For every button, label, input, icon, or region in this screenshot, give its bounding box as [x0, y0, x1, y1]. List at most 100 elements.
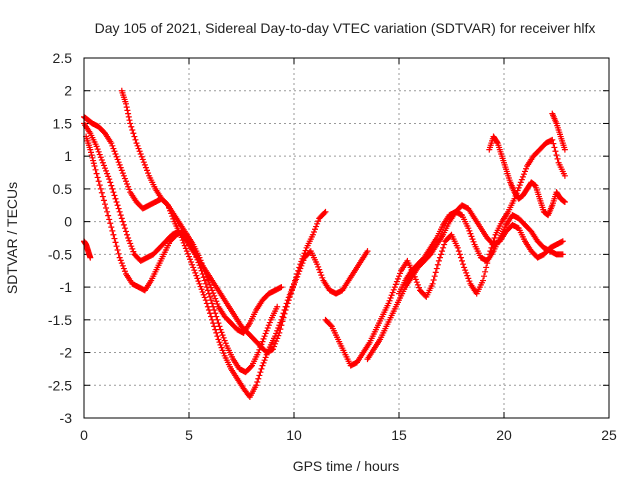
data-point: [111, 148, 118, 155]
data-point: [198, 286, 205, 293]
data-point: [217, 341, 224, 348]
data-point: [412, 276, 419, 283]
data-point: [126, 237, 133, 244]
data-point: [260, 359, 267, 366]
data-point: [96, 182, 103, 189]
y-tick-label: -2.5: [48, 377, 72, 393]
data-point: [96, 151, 103, 158]
grid: [84, 58, 609, 418]
data-point: [105, 173, 112, 180]
data-point: [112, 151, 119, 157]
data-point: [123, 104, 130, 111]
data-point: [117, 164, 124, 171]
data-point: [125, 235, 132, 241]
data-point: [118, 215, 125, 222]
data-point: [95, 178, 102, 185]
data-point: [124, 107, 131, 114]
data-point: [315, 218, 322, 225]
data-point: [309, 231, 316, 238]
data-point: [454, 244, 461, 251]
data-point: [214, 333, 221, 340]
data-point: [199, 289, 206, 295]
data-series: [549, 110, 568, 153]
data-point: [202, 297, 209, 304]
data-point: [212, 326, 219, 333]
data-point: [121, 175, 128, 182]
data-point: [137, 151, 144, 157]
data-point: [255, 375, 262, 382]
data-point: [88, 149, 94, 156]
data-point: [119, 218, 126, 225]
data-point: [193, 254, 200, 261]
data-point: [99, 193, 106, 200]
data-point: [130, 130, 137, 137]
data-point: [281, 310, 288, 317]
x-tick-label: 15: [391, 427, 407, 443]
data-point: [263, 327, 270, 334]
data-point: [260, 335, 267, 342]
data-point: [319, 274, 326, 281]
data-point: [286, 293, 293, 300]
data-point: [120, 221, 127, 228]
data-point: [88, 152, 95, 159]
data-point: [129, 245, 136, 252]
data-point: [284, 300, 291, 307]
data-point: [430, 277, 437, 283]
y-tick-label: 2: [64, 83, 72, 99]
data-point: [145, 170, 152, 177]
data-point: [469, 236, 476, 243]
data-point: [184, 250, 191, 257]
data-point: [483, 264, 490, 271]
data-point: [203, 300, 210, 307]
data-point: [105, 212, 112, 219]
data-point: [110, 145, 117, 152]
data-point: [553, 152, 560, 159]
data-point: [108, 224, 115, 231]
data-point: [518, 176, 525, 183]
data-point: [125, 183, 132, 190]
data-series: [81, 238, 94, 261]
data-point: [302, 247, 309, 254]
data-point: [189, 261, 196, 268]
data-point: [390, 286, 397, 293]
y-tick-label: -2: [60, 345, 73, 361]
data-point: [124, 181, 131, 187]
data-point: [316, 266, 323, 273]
data-point: [192, 251, 199, 258]
data-point: [140, 159, 147, 166]
data-point: [114, 202, 121, 209]
data-point: [131, 133, 138, 140]
data-point: [456, 251, 463, 258]
data-point: [289, 284, 296, 291]
plot-frame: [83, 57, 610, 419]
data-point: [123, 100, 129, 107]
x-axis-label: GPS time / hours: [293, 458, 400, 474]
y-tick-label: -0.5: [48, 246, 72, 262]
data-point: [285, 297, 292, 304]
data-point: [432, 269, 439, 276]
data-point: [125, 113, 132, 120]
data-point: [213, 329, 220, 336]
data-point: [519, 173, 526, 180]
data-point: [522, 168, 528, 175]
data-point: [314, 261, 321, 268]
data-point: [413, 279, 420, 286]
data-point: [196, 262, 203, 269]
data-point: [298, 262, 305, 269]
data-series: [118, 87, 285, 336]
data-point: [183, 248, 190, 255]
data-point: [205, 279, 212, 286]
data-point: [141, 161, 148, 168]
data-point: [110, 189, 117, 196]
data-point: [216, 339, 223, 346]
data-point: [192, 269, 199, 276]
data-point: [91, 163, 98, 169]
data-points: [81, 87, 568, 401]
data-point: [204, 303, 211, 310]
data-point: [482, 268, 489, 275]
data-point: [218, 344, 225, 351]
data-point: [219, 332, 226, 339]
data-point: [90, 157, 97, 164]
data-point: [128, 123, 135, 130]
data-point: [200, 291, 207, 298]
